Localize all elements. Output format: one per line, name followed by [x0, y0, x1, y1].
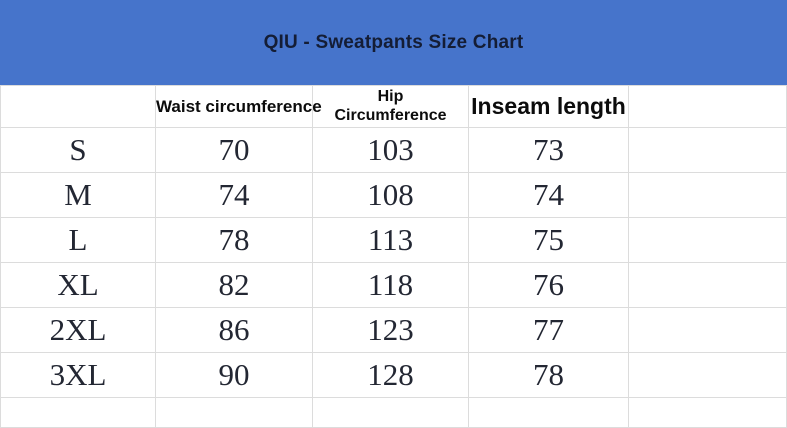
size-chart-table: Waist circumference Hip Circumference In…	[0, 85, 787, 428]
table-body: S 70 103 73 M 74 108 74 L 78 113 75 XL 8…	[0, 127, 787, 428]
hip-header-line2: Circumference	[334, 106, 447, 124]
page-title: QIU - Sweatpants Size Chart	[263, 31, 524, 53]
table-row-m: M 74 108 74	[0, 172, 787, 218]
hip-cell: 123	[312, 307, 469, 353]
hip-column-header: Hip Circumference	[312, 85, 469, 128]
empty-cell	[628, 127, 787, 173]
inseam-column-header: Inseam length	[468, 85, 629, 128]
table-row-3xl: 3XL 90 128 78	[0, 352, 787, 398]
table-row-s: S 70 103 73	[0, 127, 787, 173]
size-cell: 2XL	[0, 307, 156, 353]
empty-cell	[155, 397, 313, 428]
empty-cell	[0, 397, 156, 428]
title-banner: QIU - Sweatpants Size Chart	[0, 0, 787, 85]
size-column-header	[0, 85, 156, 128]
waist-column-header: Waist circumference	[155, 85, 322, 128]
empty-cell	[628, 217, 787, 263]
waist-cell: 82	[155, 262, 313, 308]
size-cell: M	[0, 172, 156, 218]
hip-header-line1: Hip	[377, 87, 404, 105]
size-cell: XL	[0, 262, 156, 308]
size-cell: L	[0, 217, 156, 263]
inseam-cell: 74	[468, 172, 629, 218]
empty-cell	[628, 262, 787, 308]
hip-cell: 108	[312, 172, 469, 218]
hip-cell: 103	[312, 127, 469, 173]
table-header: Waist circumference Hip Circumference In…	[0, 85, 787, 128]
hip-cell: 113	[312, 217, 469, 263]
table-row-empty	[0, 397, 787, 428]
header-row: Waist circumference Hip Circumference In…	[0, 85, 787, 128]
waist-cell: 74	[155, 172, 313, 218]
empty-cell	[628, 172, 787, 218]
waist-cell: 70	[155, 127, 313, 173]
waist-cell: 86	[155, 307, 313, 353]
waist-cell: 78	[155, 217, 313, 263]
empty-cell	[628, 352, 787, 398]
inseam-cell: 78	[468, 352, 629, 398]
inseam-cell: 77	[468, 307, 629, 353]
table-row-xl: XL 82 118 76	[0, 262, 787, 308]
table-row-l: L 78 113 75	[0, 217, 787, 263]
inseam-cell: 75	[468, 217, 629, 263]
waist-cell: 90	[155, 352, 313, 398]
empty-cell	[628, 397, 787, 428]
size-cell: S	[0, 127, 156, 173]
empty-cell	[312, 397, 469, 428]
empty-cell	[628, 307, 787, 353]
empty-cell	[468, 397, 629, 428]
hip-cell: 128	[312, 352, 469, 398]
hip-cell: 118	[312, 262, 469, 308]
size-cell: 3XL	[0, 352, 156, 398]
table-row-2xl: 2XL 86 123 77	[0, 307, 787, 353]
inseam-cell: 76	[468, 262, 629, 308]
inseam-cell: 73	[468, 127, 629, 173]
extra-column-header	[628, 85, 787, 128]
